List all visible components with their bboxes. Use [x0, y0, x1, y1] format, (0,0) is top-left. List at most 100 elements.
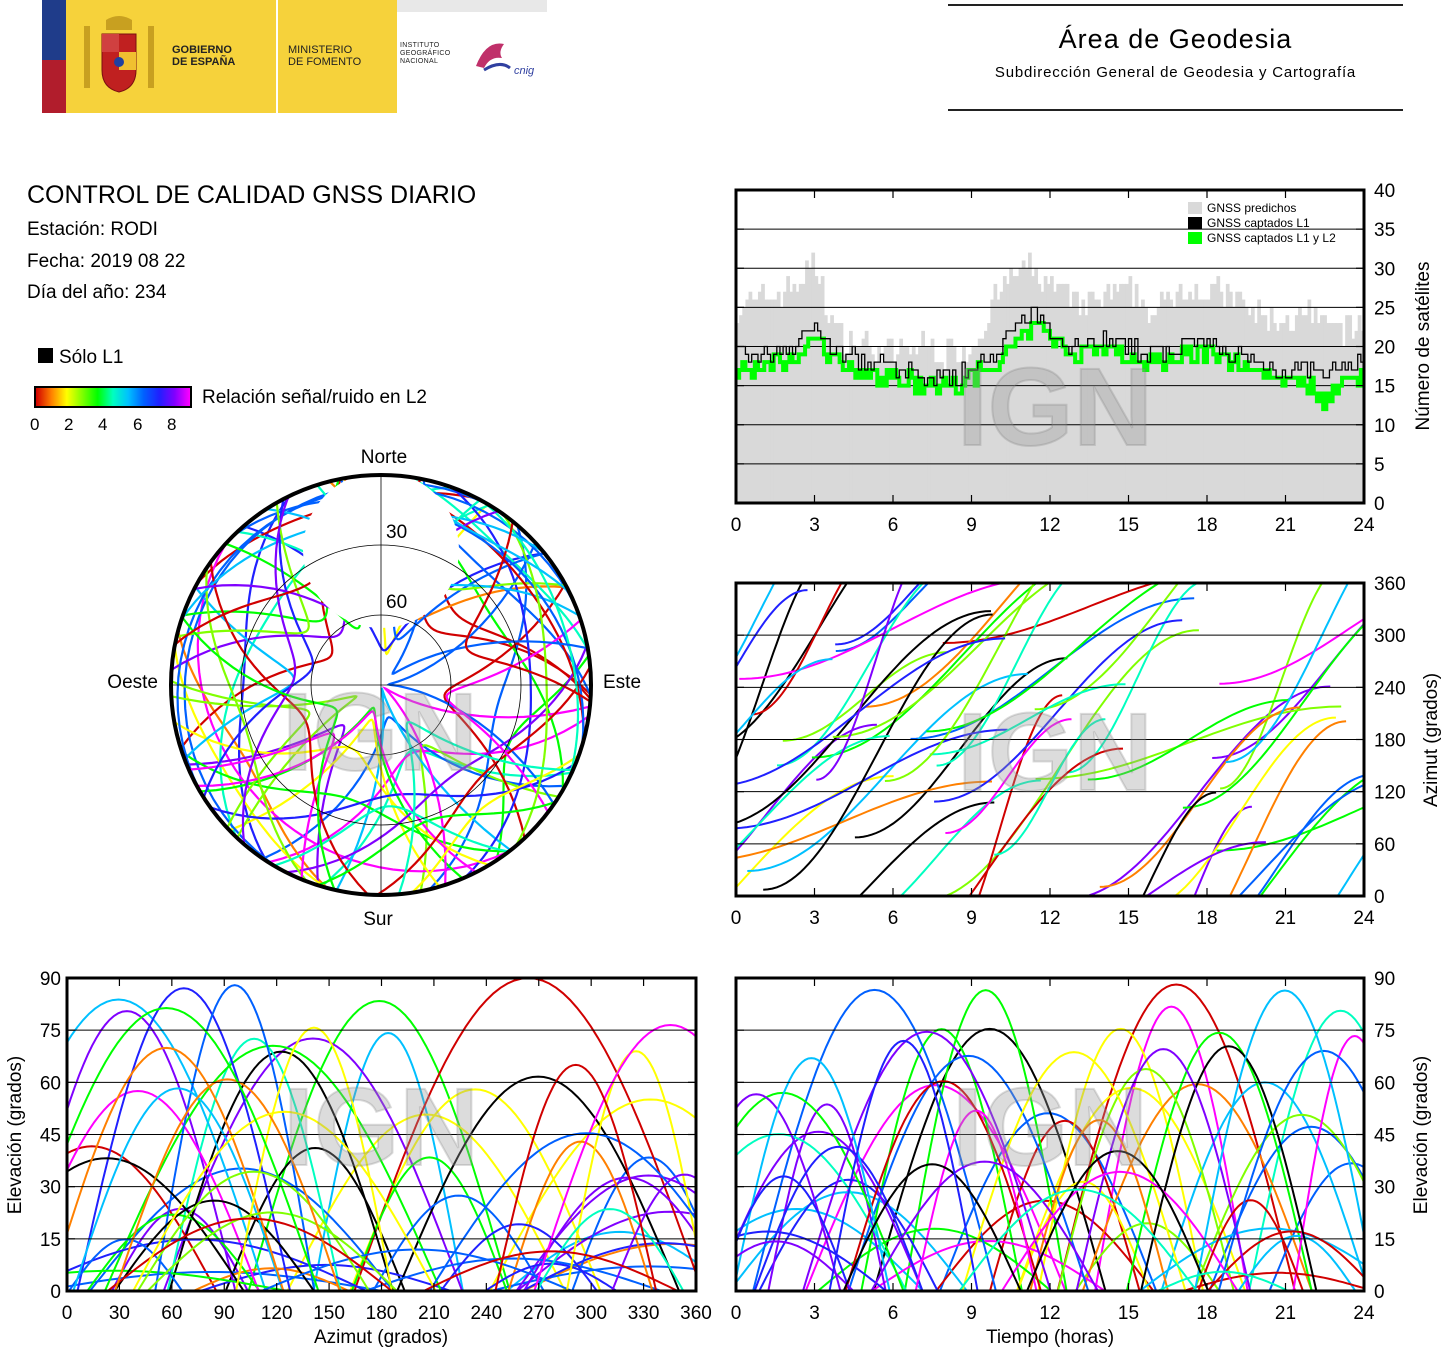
x-tick-label: 330 [628, 1303, 660, 1324]
skyplot-south: Sur [363, 909, 393, 930]
satellite-track [423, 1250, 679, 1291]
satellite-track [1217, 1049, 1364, 1291]
satellite-track [76, 987, 292, 1291]
predicted-bar [968, 354, 973, 503]
satellite-track [372, 1194, 545, 1291]
satellite-track [1259, 778, 1364, 896]
predicted-bar [874, 362, 878, 503]
satellite-track [312, 1031, 464, 1291]
predicted-bar [776, 291, 781, 503]
satellite-track [103, 1044, 442, 1291]
satellite-track [871, 1239, 1106, 1291]
satellite-track [535, 1208, 685, 1291]
satellite-track [1099, 706, 1301, 888]
y-tick-label: 75 [1374, 1021, 1395, 1042]
satellite-track [1292, 1034, 1364, 1291]
predicted-bar [1316, 323, 1321, 503]
predicted-bar [880, 362, 885, 503]
predicted-bar [820, 276, 825, 503]
y-tick-label: 90 [1374, 969, 1395, 990]
predicted-bar [899, 338, 904, 503]
predicted-bar [1084, 315, 1089, 503]
satellite-track [247, 999, 511, 1291]
predicted-bar [999, 291, 1004, 503]
government-logo-block [42, 0, 397, 113]
satellite-track [1228, 720, 1347, 896]
predicted-bar [1288, 330, 1293, 503]
satellite-track [1056, 983, 1296, 1291]
satellite-track [936, 583, 1064, 767]
snr-tick: 4 [98, 415, 108, 434]
x-tick-label: 150 [313, 1303, 345, 1324]
satellite-track [1157, 1270, 1289, 1291]
snr-tick: 2 [64, 415, 74, 434]
y-tick-label: 120 [1374, 783, 1406, 804]
satellite-track [209, 561, 369, 896]
x-tick-label: 0 [731, 1303, 742, 1324]
satellite-track [262, 716, 566, 860]
predicted-bar [977, 338, 982, 503]
satellite-track [1268, 1162, 1364, 1291]
skyplot-west: Oeste [107, 672, 158, 693]
predicted-bar [1266, 330, 1271, 503]
header-divider [276, 0, 278, 113]
satellite-track [1197, 1199, 1304, 1291]
predicted-bar [1075, 291, 1079, 503]
predicted-bar [955, 362, 960, 503]
doy-label: Día del año: 234 [27, 282, 167, 303]
predicted-bar [830, 315, 834, 503]
satellite-track [397, 720, 574, 895]
area-title: Área de Geodesia [1058, 24, 1293, 54]
satellite-track [1193, 805, 1252, 896]
satellite-track [736, 780, 993, 859]
predicted-bar [845, 354, 850, 503]
satellite-track [196, 543, 510, 873]
predicted-bar [1285, 315, 1290, 503]
x-tick-label: 24 [1353, 1303, 1375, 1324]
satellite-track [484, 1262, 618, 1291]
predicted-bar [1200, 299, 1205, 503]
predicted-bar [1141, 299, 1145, 503]
predicted-bar [1040, 291, 1045, 503]
predicted-bar [1169, 299, 1174, 503]
instituto-text: INSTITUTO GEOGRÁFICO NACIONAL [400, 42, 451, 65]
predicted-bar [1156, 307, 1161, 503]
satellite-track [1067, 583, 1200, 774]
y-tick-label: 0 [1374, 887, 1385, 908]
predicted-bar [1059, 283, 1064, 503]
predicted-bar [1068, 307, 1073, 503]
snr-tick: 0 [30, 415, 40, 434]
x-tick-label: 18 [1196, 908, 1217, 929]
satellite-track [758, 1178, 939, 1291]
predicted-bar [1329, 323, 1334, 503]
solo-l1-label: Sólo L1 [59, 347, 124, 368]
predicted-bar [940, 362, 944, 503]
predicted-bar [930, 338, 935, 503]
predicted-bar [849, 330, 853, 503]
predicted-bar [949, 338, 954, 503]
ign-watermark: IGN [952, 1066, 1148, 1189]
satellite-track [736, 735, 890, 850]
satellite-track [571, 1156, 696, 1291]
predicted-bar [789, 291, 794, 503]
satellite-track [176, 486, 578, 794]
predicted-bar [1056, 283, 1061, 503]
satellite-track [753, 1145, 924, 1291]
legend-l1l2: GNSS captados L1 y L2 [1207, 231, 1336, 245]
x-tick-label: 15 [1118, 1303, 1139, 1324]
predicted-bar [1191, 299, 1196, 503]
x-tick-label: 3 [809, 908, 820, 929]
predicted-bar [1147, 323, 1152, 503]
x-tick-label: 9 [966, 1303, 977, 1324]
satellite-track [136, 1170, 370, 1291]
satellite-track [482, 500, 580, 779]
satellite-track [205, 567, 308, 883]
satellite-track [994, 718, 1106, 856]
satellite-track [168, 1050, 394, 1291]
satellite-track [68, 1238, 184, 1291]
y-tick-label: 240 [1374, 678, 1406, 699]
predicted-bar [1335, 323, 1340, 503]
predicted-bar [1213, 283, 1218, 503]
predicted-bar [1272, 323, 1277, 503]
